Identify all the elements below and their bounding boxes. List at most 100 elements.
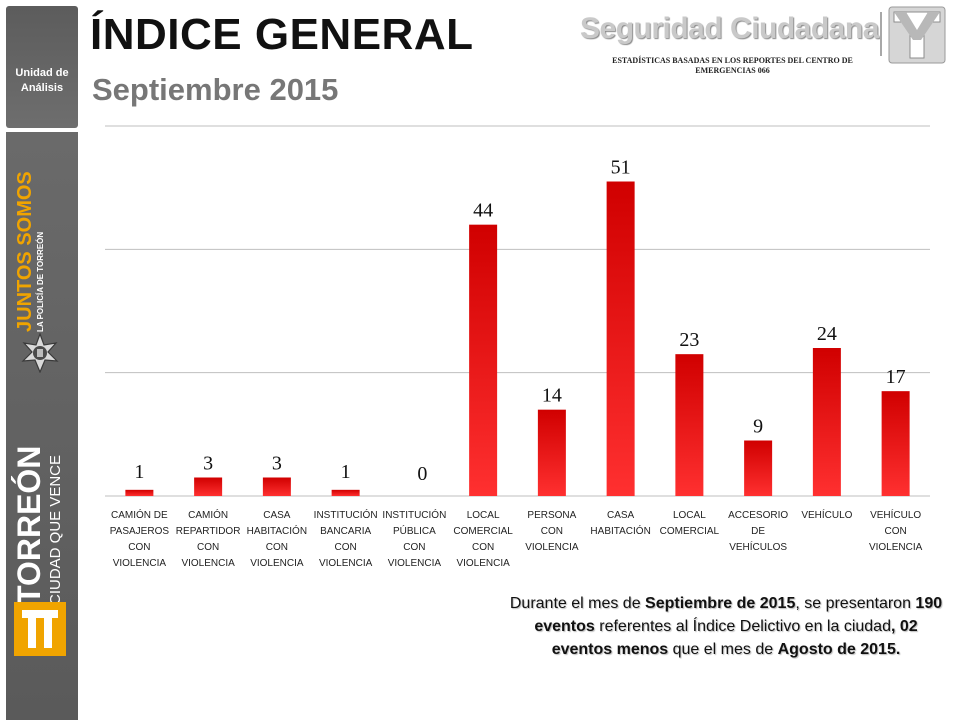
x-tick-label-line: VIOLENCIA: [250, 558, 304, 569]
police-badge-icon: [21, 333, 59, 373]
bar-value-label: 23: [679, 329, 699, 351]
x-tick-label-line: VIOLENCIA: [869, 542, 923, 553]
x-tick-label-line: CASA: [263, 510, 291, 521]
bar-chart: 1 3 3 1 0 44 14 51 23 9 24 17 CAMIÓN DE PASAJEROS CON…: [105, 125, 930, 569]
x-tick-labels: CAMIÓN DE PASAJEROS CON VIOLENCIA CAMIÓN REPA…: [110, 508, 923, 569]
bar: [881, 391, 910, 496]
bar: [675, 354, 704, 496]
x-tick-label-line: VEHÍCULO: [801, 508, 852, 521]
x-tick-label-line: INSTITUCIÓN: [314, 508, 378, 521]
x-tick-label-line: CON: [541, 526, 563, 537]
bar-value-label: 1: [134, 461, 144, 483]
bar-value-label: 3: [272, 453, 282, 475]
juntos-somos-logo-text: JUNTOS SOMOS: [14, 171, 36, 332]
x-tick-label: VEHÍCULO CON VIOLENCIA: [869, 508, 923, 553]
x-tick-label-line: COMERCIAL: [453, 526, 513, 537]
bar-value-label: 51: [611, 157, 631, 179]
x-tick-label-line: HABITACIÓN: [590, 524, 650, 537]
bar: [537, 409, 566, 496]
x-tick-label: ACCESORIO DE VEHÍCULOS: [728, 510, 788, 553]
bar-value-label: 14: [542, 385, 562, 407]
page-title: ÍNDICE GENERAL: [90, 10, 474, 59]
summary-difference: , 02 eventos menos: [551, 618, 918, 658]
bar: [125, 489, 154, 496]
x-tick-label-line: VIOLENCIA: [181, 558, 235, 569]
summary-part: que el mes de: [668, 641, 778, 658]
x-tick-label-line: VIOLENCIA: [113, 558, 167, 569]
bar-value-label: 1: [341, 461, 351, 483]
juntos-somos-logo-subtitle: LA POLICÍA DE TORREÓN: [36, 231, 45, 332]
torreon-slogan: CIUDAD QUE VENCE: [47, 454, 64, 605]
bar: [194, 477, 223, 496]
bar: [262, 477, 291, 496]
x-tick-label-line: CON: [885, 526, 907, 537]
brand-divider: [880, 12, 882, 56]
x-tick-label-line: LOCAL: [673, 510, 706, 521]
bar-value-label: 24: [817, 323, 837, 345]
summary-month: Septiembre de 2015: [645, 595, 796, 612]
x-tick-label-line: CON: [197, 542, 219, 553]
x-tick-label: CAMIÓN REPARTIDOR CON VIOLENCIA: [176, 508, 241, 569]
x-tick-label-line: PERSONA: [527, 510, 576, 521]
torreon-mark-icon: [14, 602, 66, 656]
x-tick-label-line: INSTITUCIÓN: [382, 508, 446, 521]
summary-part: referentes al Índice Delictivo en la ciu…: [594, 618, 891, 635]
x-tick-label-line: CAMIÓN DE: [111, 508, 168, 521]
x-tick-label-line: PÚBLICA: [393, 524, 436, 537]
x-tick-label-line: CON: [335, 542, 357, 553]
x-tick-label-line: ACCESORIO: [728, 510, 788, 521]
x-tick-label-line: PASAJEROS: [110, 526, 170, 537]
bar: [469, 224, 498, 496]
x-tick-label-line: VIOLENCIA: [319, 558, 373, 569]
x-tick-label: INSTITUCIÓN BANCARIA CON VIOLENCIA: [314, 508, 378, 569]
x-tick-label: INSTITUCIÓN PÚBLICA CON VIOLENCIA: [382, 508, 446, 569]
torreon-logo-text: TORREÓN: [11, 445, 47, 605]
x-tick-label-line: REPARTIDOR: [176, 526, 241, 537]
x-tick-label-line: CAMIÓN: [188, 508, 228, 521]
x-tick-label-line: CON: [472, 542, 494, 553]
bar-value-label: 17: [886, 366, 906, 388]
bar: [331, 489, 360, 496]
summary-part: , se presentaron: [795, 595, 916, 612]
unit-badge: Unidad de Análisis: [6, 6, 78, 128]
x-tick-label-line: VIOLENCIA: [388, 558, 442, 569]
summary-total-events: 190 eventos: [534, 595, 943, 635]
bars: [125, 181, 910, 496]
brand-name: Seguridad Ciudadana: [580, 12, 879, 45]
x-tick-label-line: LOCAL: [467, 510, 500, 521]
x-tick-label-line: VIOLENCIA: [456, 558, 510, 569]
x-tick-label: CASA HABITACIÓN: [590, 510, 650, 537]
bar-value-label: 3: [203, 453, 213, 475]
x-tick-label: LOCAL COMERCIAL CON VIOLENCIA: [453, 510, 513, 569]
page-subtitle: Septiembre 2015: [92, 72, 339, 107]
bar: [606, 181, 635, 496]
x-tick-label-line: CON: [128, 542, 150, 553]
bar: [812, 348, 841, 496]
x-tick-label-line: CON: [403, 542, 425, 553]
bar: [744, 440, 773, 496]
bar-value-label: 0: [417, 463, 427, 485]
x-tick-label-line: HABITACIÓN: [247, 524, 307, 537]
x-tick-label: VEHÍCULO: [801, 508, 852, 521]
x-tick-label-line: CON: [266, 542, 288, 553]
x-tick-label: PERSONA CON VIOLENCIA: [525, 510, 579, 553]
x-tick-label-line: BANCARIA: [320, 526, 371, 537]
data-labels: 1 3 3 1 0 44 14 51 23 9 24 17: [134, 157, 905, 486]
summary-text: Durante el mes de Septiembre de 2015, se…: [506, 592, 946, 661]
sidebar: Unidad de Análisis JUNTOS SOMOS LA POLIC…: [0, 0, 80, 720]
unit-label: Unidad de Análisis: [15, 67, 69, 94]
x-tick-label-line: VEHÍCULO: [870, 508, 921, 521]
x-tick-label-line: VIOLENCIA: [525, 542, 579, 553]
x-tick-label-line: CASA: [607, 510, 635, 521]
x-tick-label: CASA HABITACIÓN CON VIOLENCIA: [247, 510, 307, 569]
gridlines: [105, 125, 930, 497]
x-tick-label-line: COMERCIAL: [660, 526, 720, 537]
summary-part: Durante el mes de: [509, 595, 646, 612]
seguridad-ciudadana-logo-icon: [888, 6, 946, 64]
x-tick-label: CAMIÓN DE PASAJEROS CON VIOLENCIA: [110, 508, 170, 569]
x-tick-label-line: VEHÍCULOS: [729, 540, 787, 553]
summary-prev-month: Agosto de 2015.: [777, 641, 901, 658]
x-tick-label-line: DE: [751, 526, 765, 537]
bar-value-label: 9: [753, 416, 763, 438]
x-tick-label: LOCAL COMERCIAL: [660, 510, 720, 537]
